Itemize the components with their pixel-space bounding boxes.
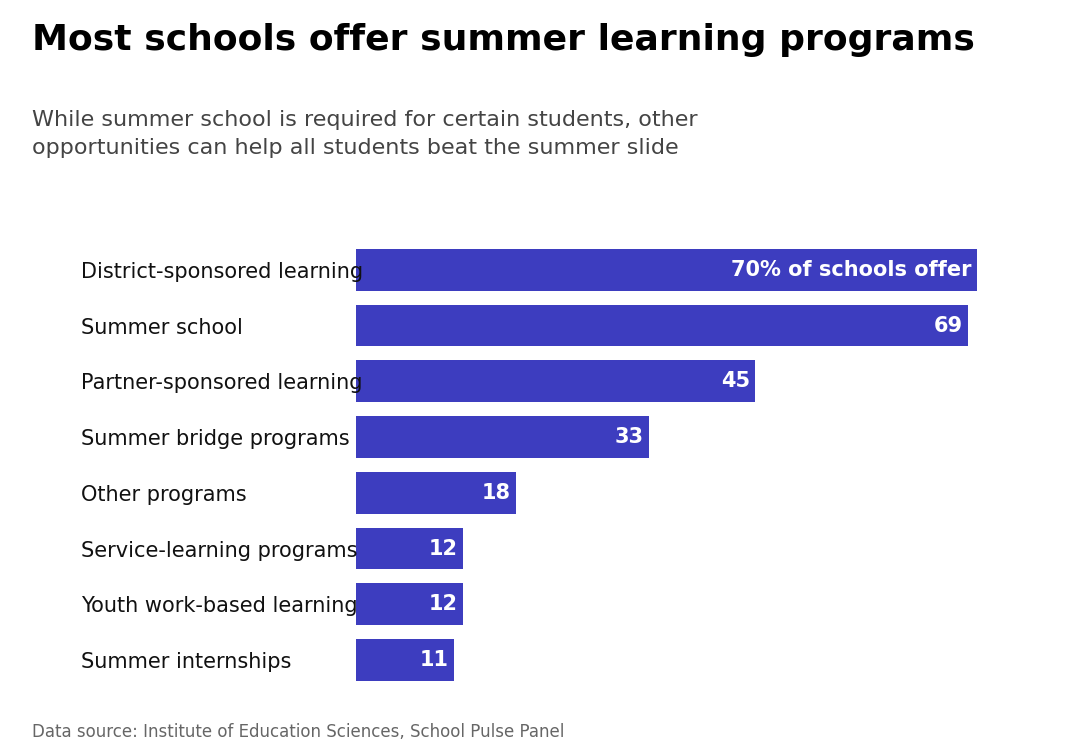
Text: 11: 11 [419, 650, 448, 670]
Text: 45: 45 [720, 371, 750, 392]
Text: 70% of schools offer: 70% of schools offer [731, 260, 971, 280]
Text: While summer school is required for certain students, other
opportunities can he: While summer school is required for cert… [32, 110, 698, 157]
Text: Data source: Institute of Education Sciences, School Pulse Panel: Data source: Institute of Education Scie… [32, 723, 565, 741]
Bar [356, 361, 755, 402]
Bar [356, 416, 649, 458]
Text: Most schools offer summer learning programs: Most schools offer summer learning progr… [32, 23, 975, 57]
Bar [356, 528, 462, 569]
Text: 12: 12 [429, 538, 458, 559]
Bar [356, 305, 968, 346]
Text: 69: 69 [933, 315, 962, 336]
Text: 12: 12 [429, 594, 458, 615]
Bar [356, 472, 516, 514]
Bar [356, 639, 454, 681]
Text: 33: 33 [615, 427, 644, 447]
Bar [356, 584, 462, 625]
Text: 18: 18 [482, 483, 511, 503]
Bar [356, 249, 976, 291]
